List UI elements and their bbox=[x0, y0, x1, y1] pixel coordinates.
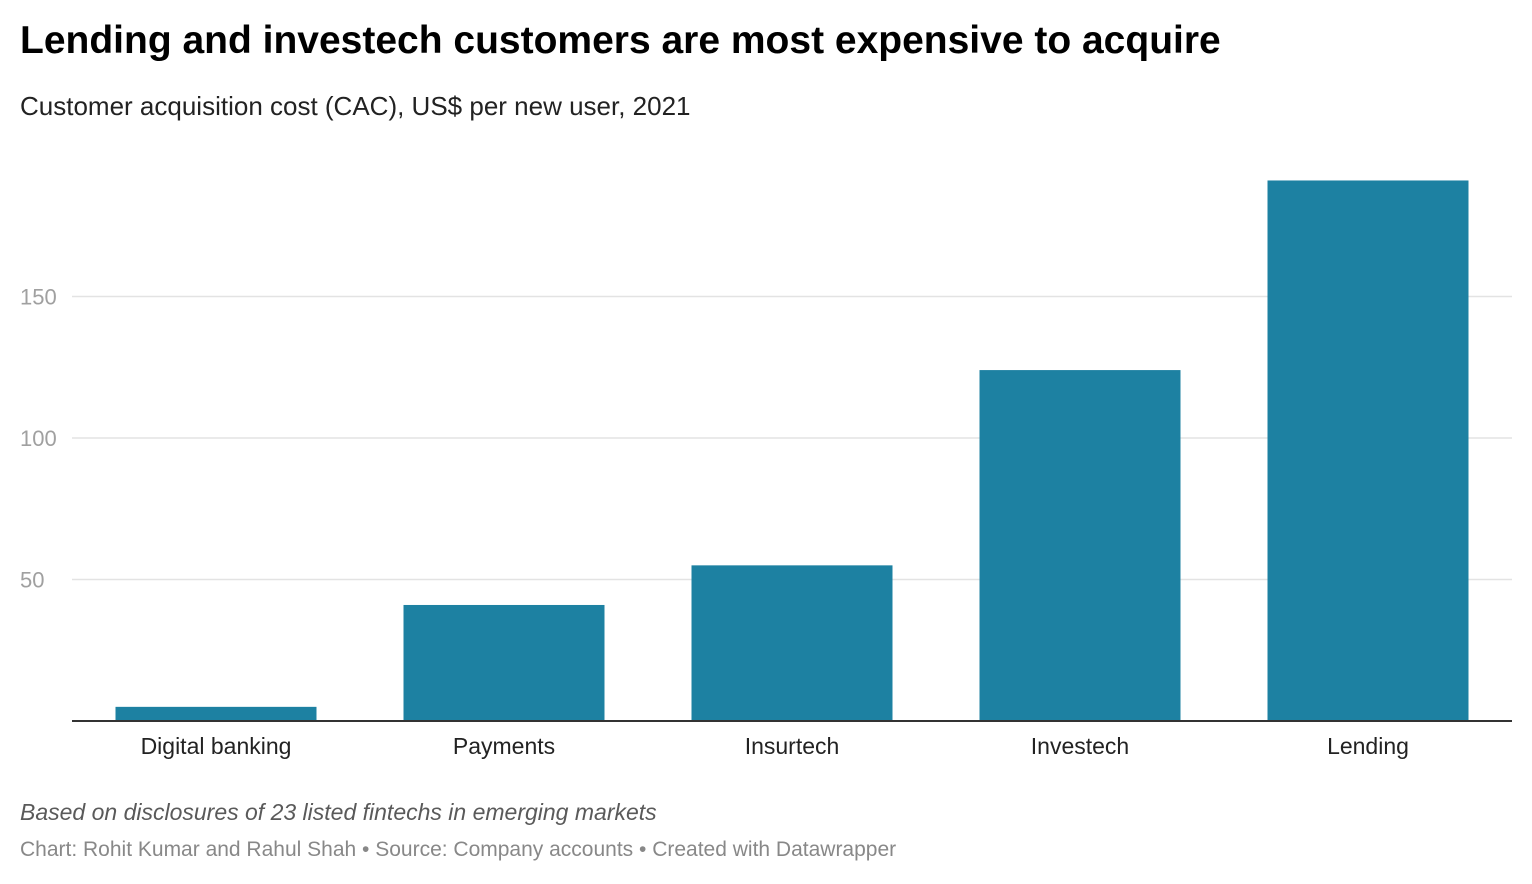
bar bbox=[403, 604, 605, 721]
x-tick-label: Investech bbox=[1031, 733, 1129, 759]
y-tick-label: 50 bbox=[20, 568, 44, 593]
x-tick-label: Digital banking bbox=[141, 733, 292, 759]
x-tick-label: Lending bbox=[1327, 733, 1409, 759]
bar bbox=[691, 565, 893, 721]
y-tick-label: 150 bbox=[20, 285, 57, 310]
bar bbox=[1267, 180, 1469, 722]
chart-title: Lending and investech customers are most… bbox=[20, 19, 1221, 62]
bar bbox=[115, 706, 317, 721]
chart-credits: Chart: Rohit Kumar and Rahul Shah • Sour… bbox=[20, 838, 897, 861]
bar bbox=[979, 370, 1181, 721]
x-tick-label: Payments bbox=[453, 733, 555, 759]
y-tick-label: 100 bbox=[20, 426, 57, 451]
chart-note: Based on disclosures of 23 listed fintec… bbox=[20, 799, 657, 825]
x-tick-label: Insurtech bbox=[745, 733, 840, 759]
chart-subtitle: Customer acquisition cost (CAC), US$ per… bbox=[20, 91, 691, 121]
